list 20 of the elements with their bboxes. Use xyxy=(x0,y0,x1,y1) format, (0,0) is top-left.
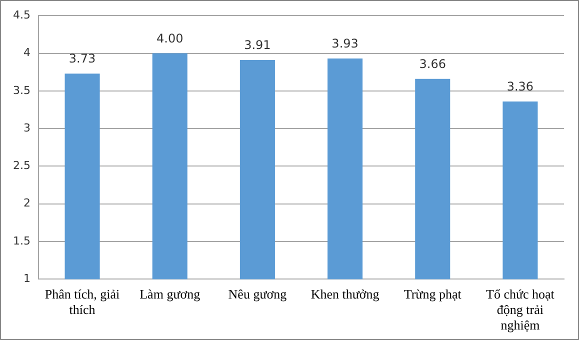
data-label: 3.66 xyxy=(419,56,446,71)
data-label: 3.73 xyxy=(68,52,96,66)
y-tick-label: 4.5 xyxy=(12,8,30,22)
y-tick-label: 3 xyxy=(23,121,30,134)
data-label: 3.91 xyxy=(244,38,271,52)
y-tick-label: 4 xyxy=(23,46,30,60)
y-tick-label: 2 xyxy=(23,196,30,210)
y-tick-label: 1 xyxy=(23,272,30,286)
data-label: 4.00 xyxy=(156,31,184,46)
x-tick-label: Làm gương xyxy=(140,286,201,302)
x-tick-label: Phân tích, giải thích xyxy=(44,286,120,318)
x-tick-label: Nêu gương xyxy=(228,286,288,302)
y-tick-label: 1.5 xyxy=(12,234,30,248)
data-label: 3.93 xyxy=(332,36,358,51)
data-label: 3.36 xyxy=(506,80,534,94)
y-tick-label: 2.5 xyxy=(12,159,30,172)
x-tick-label: Khen thưởng xyxy=(310,286,380,302)
y-tick-label: 3.5 xyxy=(12,84,30,97)
x-tick-label: Trừng phạt xyxy=(404,286,462,302)
x-tick-label: Tổ chức hoạt động trải nghiệm xyxy=(486,286,555,333)
